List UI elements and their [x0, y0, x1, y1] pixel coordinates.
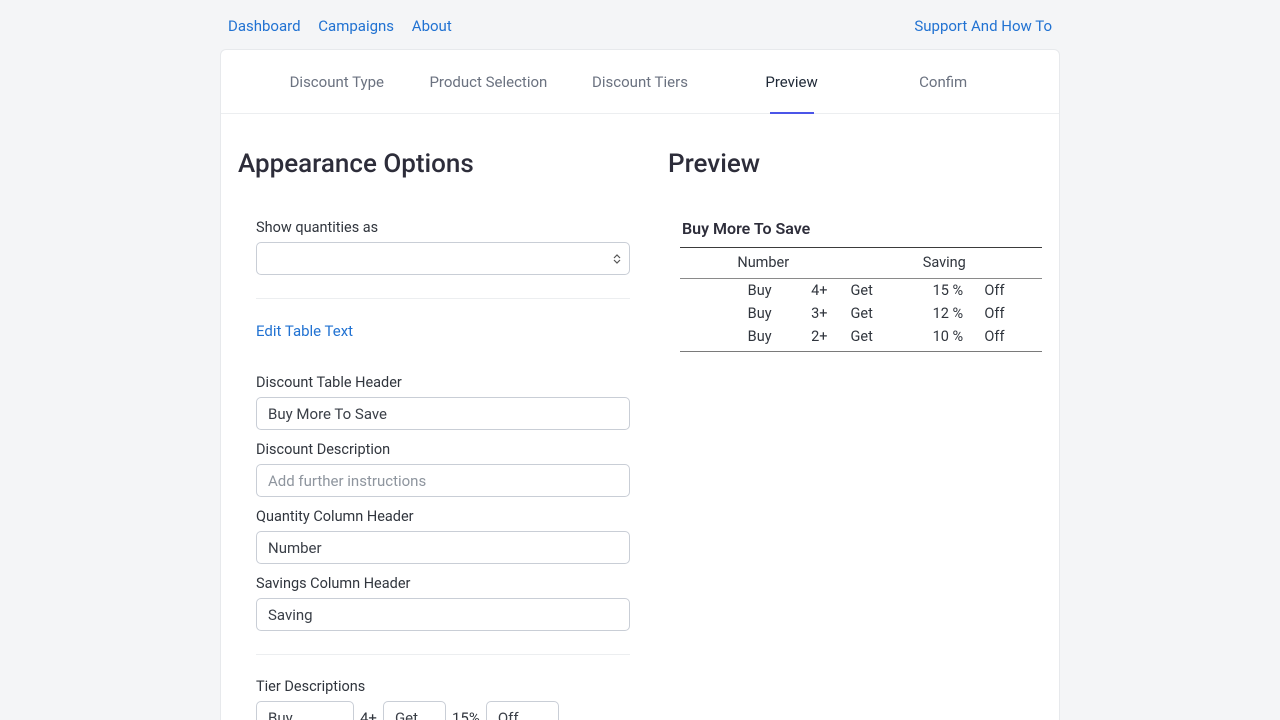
input-tier-get[interactable]	[383, 701, 446, 720]
heading-preview: Preview	[668, 149, 1042, 179]
cell-get: Get	[847, 325, 916, 352]
cell-qty: 4+	[792, 279, 846, 303]
cell-off: Off	[980, 325, 1042, 352]
heading-appearance: Appearance Options	[238, 149, 648, 179]
divider	[256, 654, 630, 655]
cell-buy: Buy	[727, 325, 792, 352]
edit-table-text-link[interactable]: Edit Table Text	[256, 322, 353, 340]
preview-table: Number Saving Buy4+Get15 %OffBuy3+Get12 …	[680, 247, 1042, 352]
nav-dashboard[interactable]: Dashboard	[228, 17, 301, 35]
label-discount-description: Discount Description	[256, 441, 630, 458]
select-show-quantities[interactable]	[256, 242, 630, 275]
nav-about[interactable]: About	[412, 17, 452, 35]
input-discount-description[interactable]	[256, 464, 630, 497]
cell-get: Get	[847, 302, 916, 325]
cell-off: Off	[980, 279, 1042, 303]
label-discount-table-header: Discount Table Header	[256, 374, 630, 391]
tier-pct-text: 15%	[452, 709, 480, 720]
wizard-tabs: Discount Type Product Selection Discount…	[221, 50, 1059, 114]
input-tier-buy[interactable]	[256, 701, 354, 720]
preview-row: Buy2+Get10 %Off	[680, 325, 1042, 352]
preview-row: Buy3+Get12 %Off	[680, 302, 1042, 325]
preview-col-saving: Saving	[847, 248, 1043, 279]
preview-table-body: Buy4+Get15 %OffBuy3+Get12 %OffBuy2+Get10…	[680, 279, 1042, 352]
tab-product-selection[interactable]: Product Selection	[413, 50, 565, 113]
cell-pct: 12 %	[915, 302, 980, 325]
input-quantity-column[interactable]	[256, 531, 630, 564]
tab-discount-tiers[interactable]: Discount Tiers	[564, 50, 716, 113]
main-card: Discount Type Product Selection Discount…	[220, 49, 1060, 720]
tier-qty-text: 4+	[360, 709, 377, 720]
input-savings-column[interactable]	[256, 598, 630, 631]
cell-pct: 10 %	[915, 325, 980, 352]
input-discount-table-header[interactable]	[256, 397, 630, 430]
divider	[256, 298, 630, 299]
label-quantity-column: Quantity Column Header	[256, 508, 630, 525]
cell-qty: 3+	[792, 302, 846, 325]
tab-preview[interactable]: Preview	[716, 50, 868, 113]
cell-get: Get	[847, 279, 916, 303]
preview-col-number: Number	[680, 248, 847, 279]
cell-qty: 2+	[792, 325, 846, 352]
top-nav: Dashboard Campaigns About Support And Ho…	[220, 0, 1060, 49]
cell-buy: Buy	[727, 279, 792, 303]
cell-off: Off	[980, 302, 1042, 325]
cell-buy: Buy	[727, 302, 792, 325]
cell-pct: 15 %	[915, 279, 980, 303]
nav-campaigns[interactable]: Campaigns	[318, 17, 394, 35]
label-tier-descriptions: Tier Descriptions	[256, 678, 630, 695]
tab-confirm[interactable]: Confim	[867, 50, 1019, 113]
label-savings-column: Savings Column Header	[256, 575, 630, 592]
input-tier-off[interactable]	[486, 701, 559, 720]
preview-row: Buy4+Get15 %Off	[680, 279, 1042, 303]
tab-discount-type[interactable]: Discount Type	[261, 50, 413, 113]
preview-table-title: Buy More To Save	[680, 219, 1042, 238]
nav-support[interactable]: Support And How To	[914, 17, 1052, 35]
label-show-quantities: Show quantities as	[256, 219, 630, 236]
